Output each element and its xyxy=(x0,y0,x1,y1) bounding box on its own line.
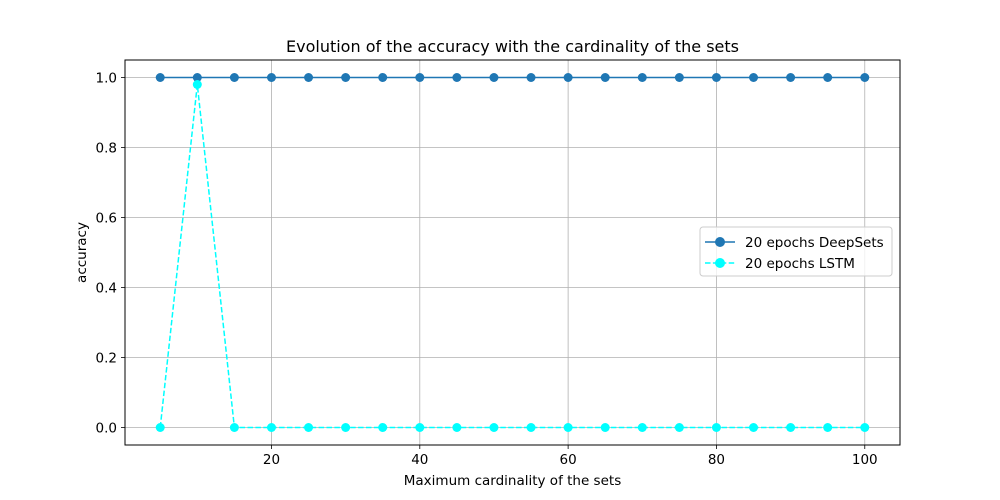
data-point-deepsets xyxy=(155,73,165,82)
legend-lstm-marker xyxy=(715,258,725,268)
data-point-deepsets xyxy=(786,73,796,82)
legend: 20 epochs DeepSets 20 epochs LSTM xyxy=(699,226,893,277)
data-point-deepsets xyxy=(860,73,870,82)
legend-deepsets-label: 20 epochs DeepSets xyxy=(745,235,884,251)
data-point-lstm xyxy=(786,423,796,432)
data-point-deepsets xyxy=(452,73,462,82)
y-tick-label: 1.0 xyxy=(96,71,117,87)
data-point-deepsets xyxy=(192,73,202,82)
data-point-deepsets xyxy=(489,73,499,82)
y-tick-label: 0.6 xyxy=(96,211,117,227)
data-point-lstm xyxy=(155,423,165,432)
data-point-lstm xyxy=(674,423,684,432)
chart-title: Evolution of the accuracy with the cardi… xyxy=(286,37,739,56)
data-point-lstm xyxy=(192,80,202,89)
x-tick-label: 40 xyxy=(411,452,428,468)
data-point-lstm xyxy=(266,423,276,432)
data-point-deepsets xyxy=(711,73,721,82)
data-point-lstm xyxy=(452,423,462,432)
data-point-deepsets xyxy=(378,73,388,82)
data-point-deepsets xyxy=(823,73,833,82)
data-point-deepsets xyxy=(674,73,684,82)
legend-box xyxy=(699,226,893,277)
data-point-deepsets xyxy=(563,73,573,82)
y-tick-label: 0.4 xyxy=(96,281,117,297)
data-point-lstm xyxy=(526,423,536,432)
x-tick-label: 20 xyxy=(263,452,280,468)
y-tick-label: 0.2 xyxy=(96,351,117,367)
data-point-lstm xyxy=(304,423,314,432)
data-point-lstm xyxy=(637,423,647,432)
data-point-lstm xyxy=(378,423,388,432)
axis-ticks: 20 40 60 80 100 0.0 0.2 0.4 0.6 0.8 1.0 xyxy=(96,71,878,469)
data-point-lstm xyxy=(711,423,721,432)
y-tick-label: 0.8 xyxy=(96,141,117,157)
data-point-lstm xyxy=(341,423,351,432)
data-point-lstm xyxy=(415,423,425,432)
x-tick-label: 80 xyxy=(708,452,725,468)
plot-area: 20 40 60 80 100 0.0 0.2 0.4 0.6 0.8 1.0 xyxy=(96,59,901,469)
data-point-deepsets xyxy=(266,73,276,82)
data-point-lstm xyxy=(229,423,239,432)
series-lines xyxy=(155,73,870,432)
data-point-deepsets xyxy=(749,73,759,82)
data-point-deepsets xyxy=(637,73,647,82)
data-point-lstm xyxy=(823,423,833,432)
data-point-lstm xyxy=(563,423,573,432)
y-tick-label: 0.0 xyxy=(96,421,117,437)
data-point-deepsets xyxy=(526,73,536,82)
data-point-lstm xyxy=(749,423,759,432)
data-point-lstm xyxy=(600,423,610,432)
axes-frame xyxy=(124,59,901,446)
data-point-deepsets xyxy=(600,73,610,82)
legend-deepsets-marker xyxy=(715,237,725,247)
data-point-deepsets xyxy=(229,73,239,82)
data-point-lstm xyxy=(489,423,499,432)
data-point-lstm xyxy=(860,423,870,432)
data-point-deepsets xyxy=(415,73,425,82)
x-tick-label: 60 xyxy=(560,452,577,468)
data-point-deepsets xyxy=(304,73,314,82)
y-axis-label: accuracy xyxy=(74,222,90,283)
x-tick-label: 100 xyxy=(852,452,878,468)
x-axis-label: Maximum cardinality of the sets xyxy=(404,473,621,489)
series-line-lstm xyxy=(159,84,865,429)
data-point-deepsets xyxy=(341,73,351,82)
legend-lstm-label: 20 epochs LSTM xyxy=(745,256,855,272)
